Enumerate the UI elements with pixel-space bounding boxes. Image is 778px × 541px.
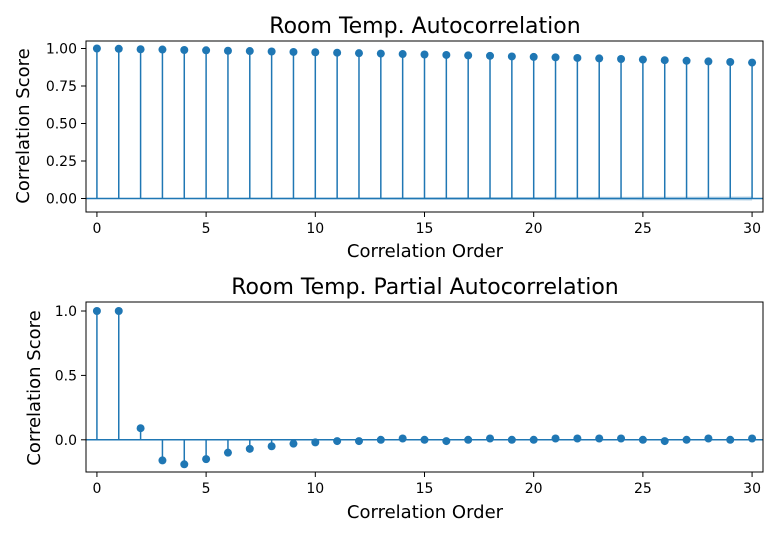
- x-tick-label: 0: [92, 481, 101, 497]
- pacf-xlabel: Correlation Order: [347, 502, 504, 523]
- x-tick-label: 10: [306, 481, 324, 497]
- data-point: [638, 55, 647, 64]
- data-point: [551, 434, 560, 443]
- data-point: [245, 47, 254, 56]
- data-point: [595, 54, 604, 63]
- data-point: [682, 435, 691, 444]
- data-point: [354, 49, 363, 58]
- data-point: [114, 307, 123, 316]
- y-tick-label: 1.00: [46, 42, 77, 58]
- x-tick-label: 25: [634, 221, 652, 237]
- data-point: [223, 448, 232, 457]
- data-point: [617, 55, 626, 63]
- data-point: [660, 437, 669, 446]
- data-point: [158, 456, 167, 465]
- data-point: [267, 442, 276, 451]
- x-tick-label: 5: [202, 481, 211, 497]
- data-point: [595, 434, 604, 443]
- data-point: [704, 57, 713, 66]
- data-point: [507, 435, 516, 444]
- x-tick-label: 15: [416, 481, 434, 497]
- data-point: [289, 47, 298, 56]
- data-point: [617, 434, 626, 443]
- data-point: [333, 437, 342, 446]
- acf-ylabel: Correlation Score: [13, 48, 34, 203]
- y-tick-label: 0.50: [46, 117, 77, 133]
- y-tick-label: 0.25: [46, 154, 77, 170]
- y-tick-label: 0.0: [55, 433, 77, 449]
- data-point: [202, 46, 211, 55]
- data-point: [180, 460, 189, 469]
- data-point: [486, 434, 495, 443]
- data-point: [704, 434, 713, 443]
- data-point: [638, 435, 647, 444]
- data-point: [442, 437, 451, 446]
- data-point: [529, 52, 538, 61]
- x-tick-label: 30: [743, 221, 761, 237]
- data-point: [420, 50, 429, 59]
- data-point: [333, 48, 342, 57]
- data-point: [442, 50, 451, 59]
- data-point: [245, 444, 254, 453]
- data-point: [726, 58, 735, 66]
- data-point: [223, 46, 232, 55]
- data-point: [180, 46, 189, 54]
- acf-panel: Room Temp. Autocorrelation Correlation O…: [13, 14, 764, 262]
- data-point: [551, 53, 560, 62]
- pacf-ylabel: Correlation Score: [24, 310, 45, 465]
- data-point: [573, 434, 582, 443]
- data-point: [136, 424, 145, 433]
- data-point: [464, 51, 473, 60]
- data-point: [158, 45, 167, 54]
- data-point: [573, 53, 582, 62]
- pacf-panel: Room Temp. Partial Autocorrelation Corre…: [24, 275, 764, 523]
- data-point: [682, 56, 691, 65]
- y-tick-label: 0.75: [46, 79, 77, 95]
- x-tick-label: 25: [634, 481, 652, 497]
- data-point: [114, 44, 123, 53]
- data-point: [398, 50, 407, 59]
- x-tick-label: 0: [92, 221, 101, 237]
- data-point: [486, 51, 495, 60]
- acf-xlabel: Correlation Order: [347, 241, 504, 262]
- pacf-title: Room Temp. Partial Autocorrelation: [231, 275, 619, 300]
- data-point: [660, 56, 669, 65]
- data-point: [420, 435, 429, 444]
- data-point: [398, 434, 407, 443]
- data-point: [529, 435, 538, 444]
- data-point: [376, 435, 385, 444]
- plot-frame: [85, 301, 764, 473]
- data-point: [311, 438, 320, 447]
- y-tick-label: 1.0: [55, 304, 77, 320]
- y-tick-label: 0.5: [55, 368, 77, 384]
- x-tick-label: 15: [416, 221, 434, 237]
- x-tick-label: 30: [743, 481, 761, 497]
- data-point: [92, 44, 101, 53]
- x-tick-label: 20: [525, 221, 543, 237]
- data-point: [136, 45, 145, 54]
- acf-title: Room Temp. Autocorrelation: [269, 14, 580, 39]
- data-point: [464, 435, 473, 444]
- data-point: [376, 49, 385, 58]
- y-tick-label: 0.00: [46, 192, 77, 208]
- data-point: [726, 435, 735, 444]
- data-point: [92, 307, 101, 316]
- data-point: [289, 439, 298, 448]
- x-tick-label: 10: [306, 221, 324, 237]
- x-tick-label: 20: [525, 481, 543, 497]
- data-point: [354, 437, 363, 446]
- data-point: [748, 434, 757, 443]
- x-tick-label: 5: [202, 221, 211, 237]
- data-point: [507, 52, 516, 61]
- data-point: [748, 58, 757, 67]
- data-point: [267, 47, 276, 56]
- data-point: [311, 48, 320, 57]
- data-point: [202, 455, 211, 464]
